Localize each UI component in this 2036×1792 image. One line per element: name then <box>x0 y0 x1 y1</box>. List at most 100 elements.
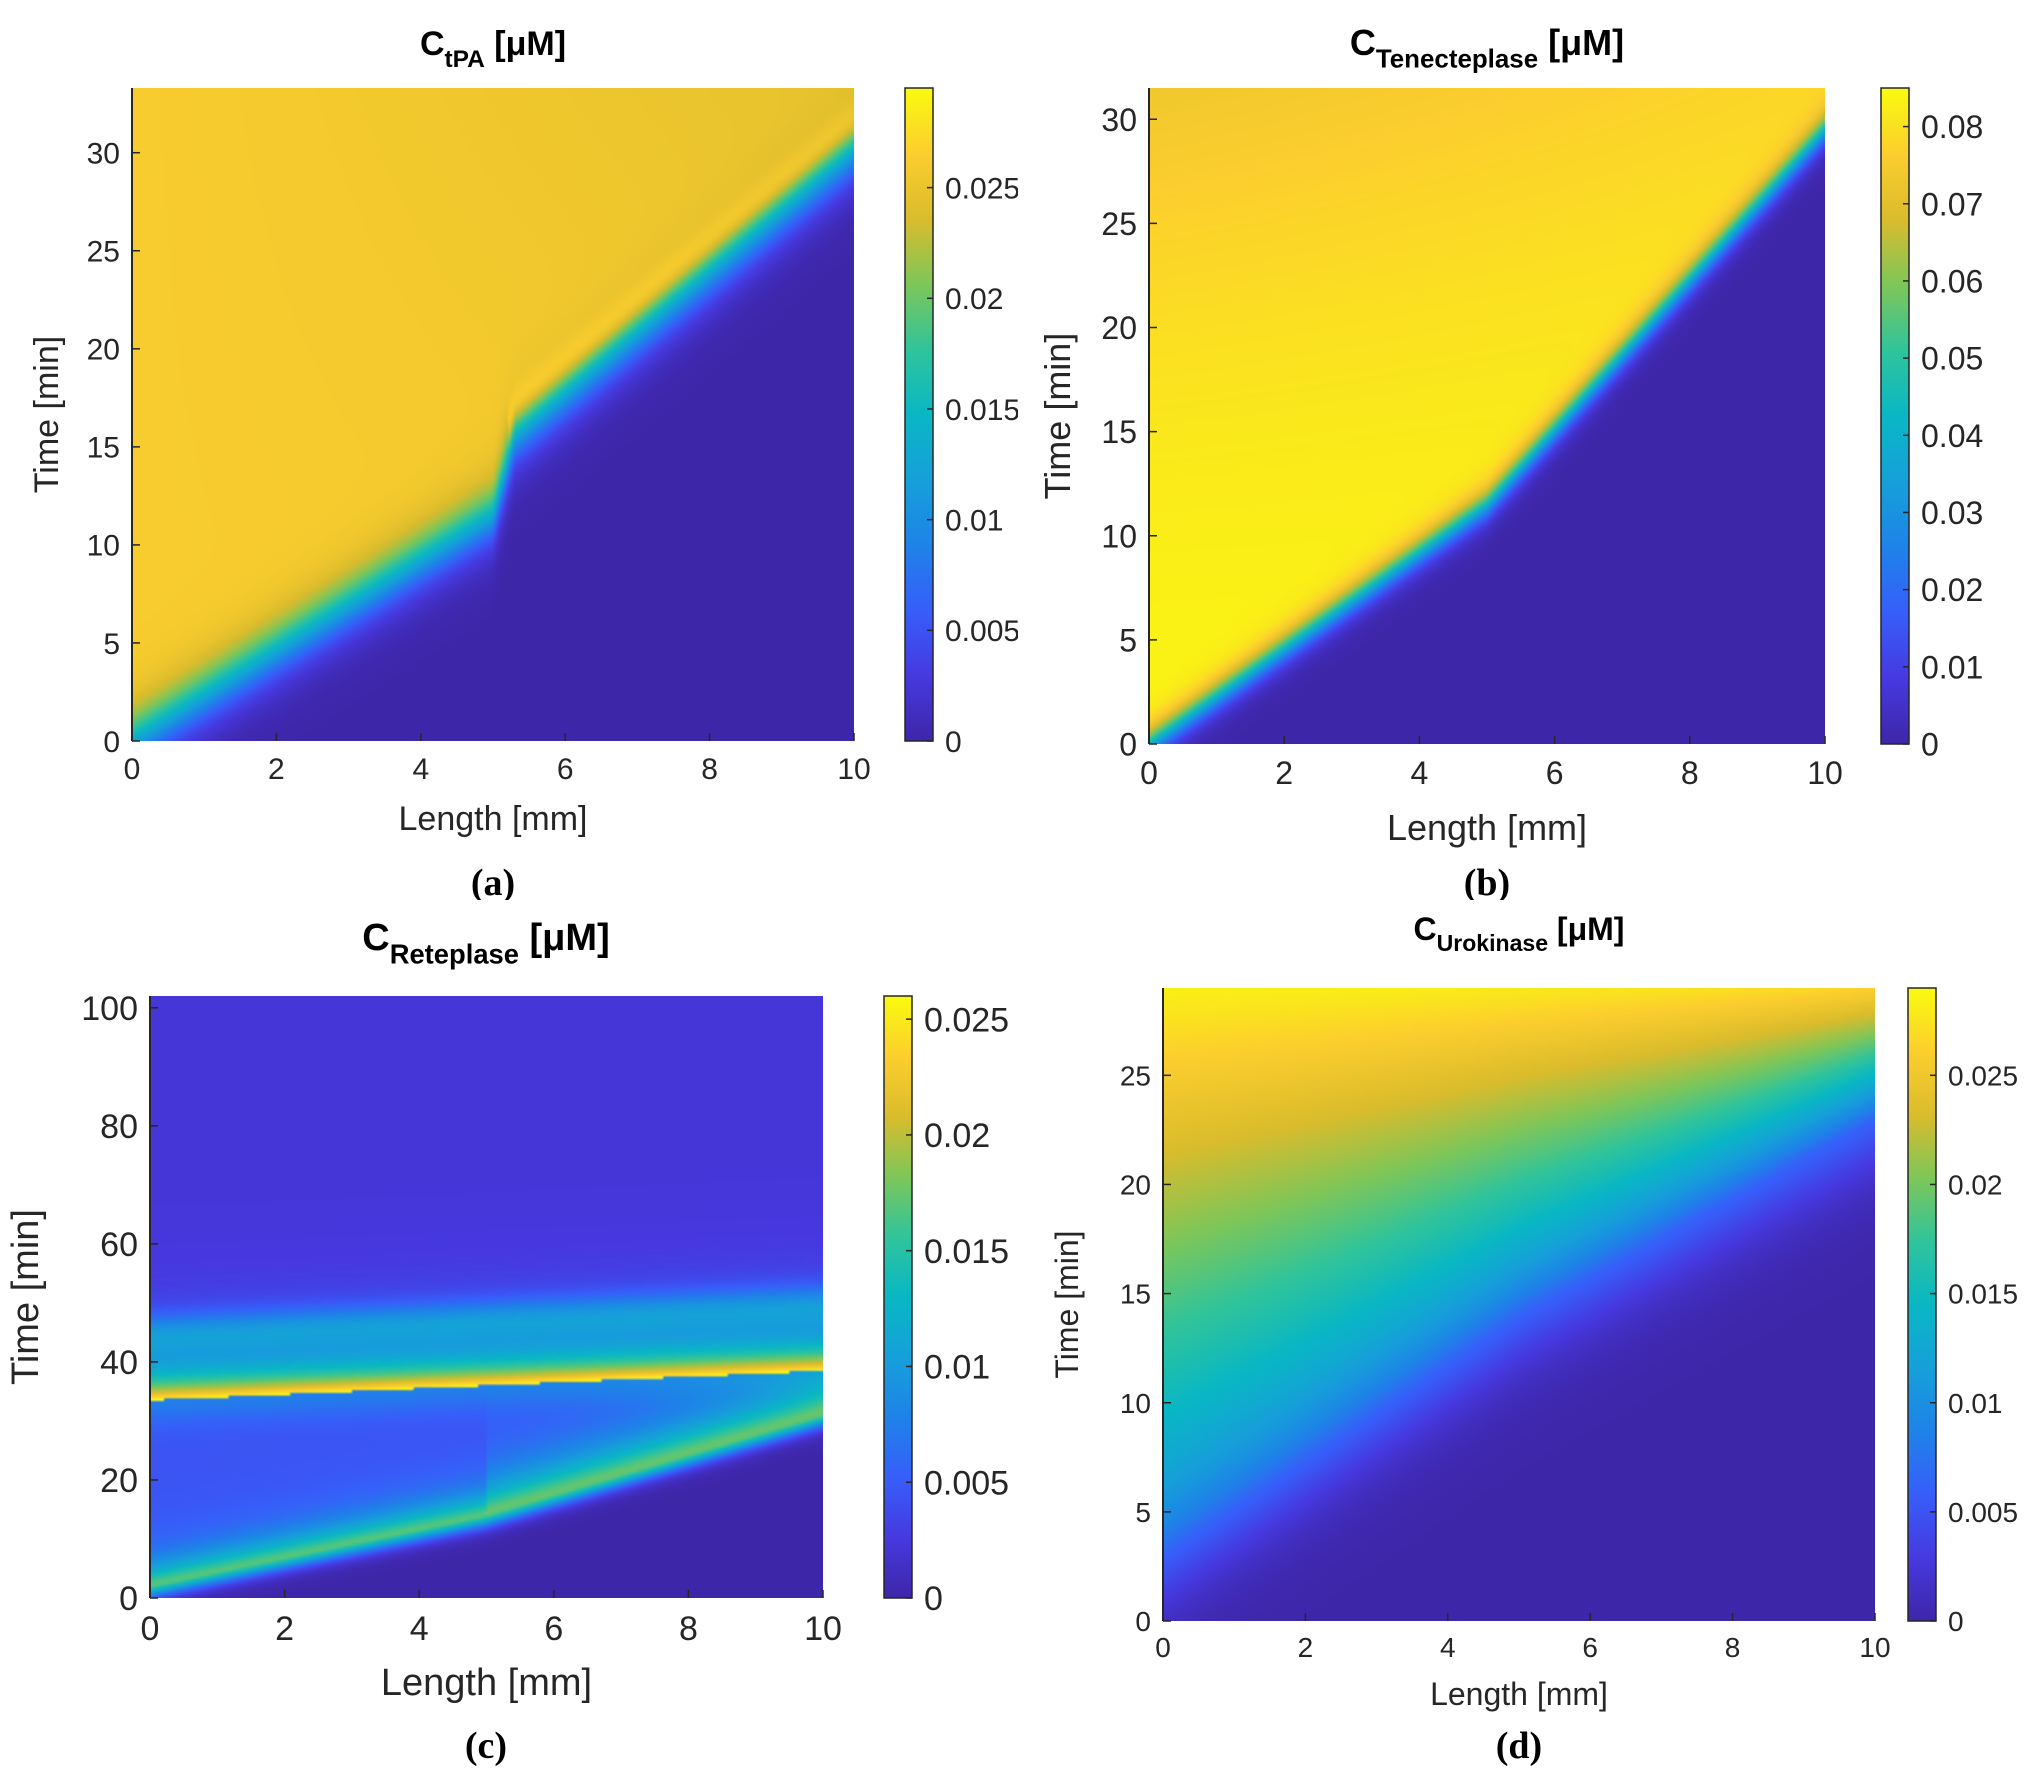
chart-title: CTenecteplase [μM] <box>1350 22 1624 74</box>
y-tick-label: 10 <box>1101 518 1137 554</box>
x-tick-label: 8 <box>1681 755 1699 791</box>
colorbar-tick-label: 0.02 <box>1948 1170 2003 1201</box>
colorbar-tick-label: 0.005 <box>945 615 1018 648</box>
x-tick-label: 8 <box>679 1610 698 1648</box>
heatmap-image <box>150 996 823 1598</box>
y-tick-label: 25 <box>1101 206 1137 242</box>
y-tick-label: 10 <box>1120 1388 1151 1419</box>
colorbar-tick-label: 0.06 <box>1921 263 1983 299</box>
colorbar-tick-label: 0.01 <box>1921 649 1983 685</box>
colorbar-tick-label: 0.005 <box>1948 1497 2018 1528</box>
heatmap-image <box>1163 988 1875 1621</box>
x-tick-label: 6 <box>1582 1632 1598 1663</box>
x-tick-label: 2 <box>1298 1632 1314 1663</box>
colorbar-tick-label: 0.07 <box>1921 186 1983 222</box>
panel-label: (c) <box>465 1725 507 1767</box>
colorbar-tick-label: 0.02 <box>945 283 1003 316</box>
y-tick-label: 15 <box>1120 1279 1151 1310</box>
y-tick-label: 20 <box>1101 310 1137 346</box>
chart-title: CtPA [μM] <box>420 25 566 73</box>
x-axis-label: Length [mm] <box>1430 1676 1608 1712</box>
colorbar-tick-label: 0 <box>924 1580 943 1618</box>
chart-svg: 0 2 4 6 8 10 0 5 10 15 20 25 Length [mm] Time [min] CU… <box>1049 911 2018 1767</box>
panel-label: (a) <box>471 862 515 900</box>
x-axis-label: Length [mm] <box>1387 807 1587 848</box>
y-tick-label: 60 <box>100 1226 138 1264</box>
chart-title: CUrokinase [μM] <box>1414 911 1625 956</box>
x-axis-label: Length [mm] <box>381 1662 592 1704</box>
colorbar-tick-label: 0.005 <box>924 1464 1009 1502</box>
x-tick-label: 6 <box>1546 755 1564 791</box>
colorbar <box>904 87 934 742</box>
y-tick-label: 0 <box>1135 1606 1151 1637</box>
y-tick-label: 100 <box>81 990 138 1028</box>
x-tick-label: 4 <box>410 1610 429 1648</box>
colorbar-tick-label: 0.04 <box>1921 418 1983 454</box>
x-tick-label: 10 <box>837 753 870 786</box>
x-tick-label: 8 <box>1725 1632 1741 1663</box>
y-tick-label: 25 <box>1120 1060 1151 1091</box>
colorbar-tick-label: 0.025 <box>924 1001 1009 1039</box>
colorbar-tick-label: 0.015 <box>924 1233 1009 1271</box>
y-tick-label: 10 <box>87 530 120 563</box>
x-axis-label: Length [mm] <box>399 800 588 838</box>
colorbar-tick-label: 0.05 <box>1921 341 1983 377</box>
panel-label: (d) <box>1496 1725 1542 1767</box>
colorbar-tick-label: 0 <box>945 726 962 759</box>
x-tick-label: 0 <box>1155 1632 1171 1663</box>
y-axis-label: Time [min] <box>28 336 66 493</box>
colorbar-tick-label: 0.015 <box>1948 1279 2018 1310</box>
chart-svg: 0 2 4 6 8 10 0 5 10 15 20 25 30 Length [mm] Time [min]… <box>28 25 1020 904</box>
y-tick-label: 30 <box>1101 102 1137 138</box>
heatmap-image <box>1149 88 1825 744</box>
colorbar <box>1907 987 1937 1622</box>
colorbar-tick-label: 0.02 <box>924 1117 990 1155</box>
colorbar-tick-label: 0.01 <box>1948 1388 2003 1419</box>
x-tick-label: 10 <box>1807 755 1843 791</box>
x-tick-label: 0 <box>124 753 141 786</box>
y-tick-label: 20 <box>100 1462 138 1500</box>
colorbar-tick-label: 0.02 <box>1921 572 1983 608</box>
y-axis-label: Time [min] <box>1037 333 1078 500</box>
panel-label: (b) <box>1464 862 1510 900</box>
x-tick-label: 0 <box>141 1610 160 1648</box>
colorbar-tick-label: 0.01 <box>945 504 1003 537</box>
x-tick-label: 10 <box>804 1610 842 1648</box>
colorbar-tick-label: 0.08 <box>1921 109 1983 145</box>
chart-panel-d: 0 2 4 6 8 10 0 5 10 15 20 25 Length [mm] Time [min] CU… <box>1018 900 2036 1787</box>
x-tick-label: 6 <box>544 1610 563 1648</box>
y-tick-label: 20 <box>87 334 120 367</box>
colorbar <box>883 995 913 1599</box>
y-tick-label: 5 <box>1119 622 1137 658</box>
chart-panel-b: 0 2 4 6 8 10 0 5 10 15 20 25 30 Length [mm] Time [min]… <box>1018 0 2036 904</box>
y-tick-label: 15 <box>87 432 120 465</box>
colorbar-tick-label: 0.01 <box>924 1349 990 1387</box>
y-tick-label: 25 <box>87 236 120 269</box>
x-tick-label: 2 <box>275 1610 294 1648</box>
y-tick-label: 40 <box>100 1344 138 1382</box>
x-tick-label: 0 <box>1140 755 1158 791</box>
colorbar <box>1880 87 1910 745</box>
y-tick-label: 5 <box>1135 1497 1151 1528</box>
y-tick-label: 30 <box>87 138 120 171</box>
x-tick-label: 2 <box>1275 755 1293 791</box>
colorbar-tick-label: 0 <box>1921 727 1939 763</box>
x-tick-label: 10 <box>1859 1632 1890 1663</box>
colorbar-tick-label: 0.015 <box>945 394 1018 427</box>
colorbar-tick-label: 0.025 <box>1948 1060 2018 1091</box>
x-tick-label: 4 <box>1440 1632 1456 1663</box>
y-tick-label: 0 <box>119 1580 138 1618</box>
heatmap-image <box>132 88 854 741</box>
y-tick-label: 80 <box>100 1108 138 1146</box>
y-axis-label: Time [min] <box>1049 1230 1085 1378</box>
y-tick-label: 0 <box>103 726 120 759</box>
x-tick-label: 6 <box>557 753 574 786</box>
y-tick-label: 20 <box>1120 1170 1151 1201</box>
colorbar-tick-label: 0.03 <box>1921 495 1983 531</box>
x-tick-label: 4 <box>412 753 429 786</box>
x-tick-label: 8 <box>701 753 718 786</box>
chart-title: CReteplase [μM] <box>362 917 610 969</box>
y-axis-label: Time [min] <box>5 1209 47 1385</box>
x-tick-label: 2 <box>268 753 285 786</box>
